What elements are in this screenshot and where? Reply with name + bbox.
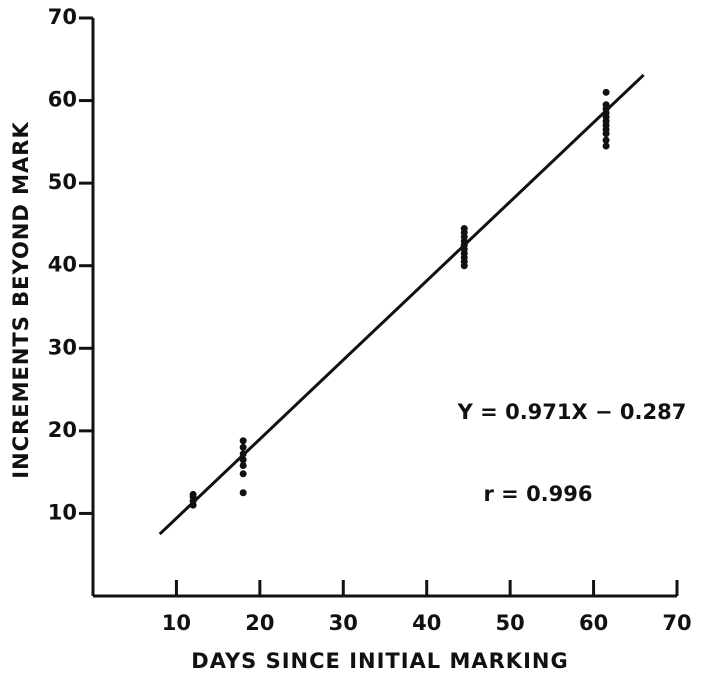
y-axis-label: INCREMENTS BEYOND MARK	[9, 121, 33, 478]
y-tick-label: 50	[48, 170, 77, 194]
x-axis-label: DAYS SINCE INITIAL MARKING	[191, 649, 568, 673]
x-tick-label: 10	[162, 611, 191, 635]
x-tick-label: 20	[245, 611, 274, 635]
x-tick-label: 40	[412, 611, 441, 635]
point	[602, 101, 610, 109]
point	[189, 490, 197, 498]
x-tick-label: 50	[496, 611, 525, 635]
point	[602, 88, 610, 96]
point	[239, 489, 247, 497]
point	[460, 225, 468, 233]
annotation: r = 0.996	[484, 482, 593, 506]
y-tick-label: 10	[48, 500, 77, 524]
point	[239, 462, 247, 470]
y-tick-label: 40	[48, 253, 77, 277]
x-tick-label: 30	[329, 611, 358, 635]
y-tick-label: 70	[48, 5, 77, 29]
point	[239, 443, 247, 451]
fit-line	[158, 73, 645, 536]
point	[602, 136, 610, 144]
point	[602, 142, 610, 150]
y-tick-label: 60	[48, 88, 77, 112]
point	[239, 470, 247, 478]
y-tick-label: 30	[48, 335, 77, 359]
y-tick-label: 20	[48, 418, 77, 442]
x-tick-label: 70	[662, 611, 691, 635]
x-tick-label: 60	[579, 611, 608, 635]
annotation: Y = 0.971X − 0.287	[457, 400, 687, 424]
point	[239, 437, 247, 445]
